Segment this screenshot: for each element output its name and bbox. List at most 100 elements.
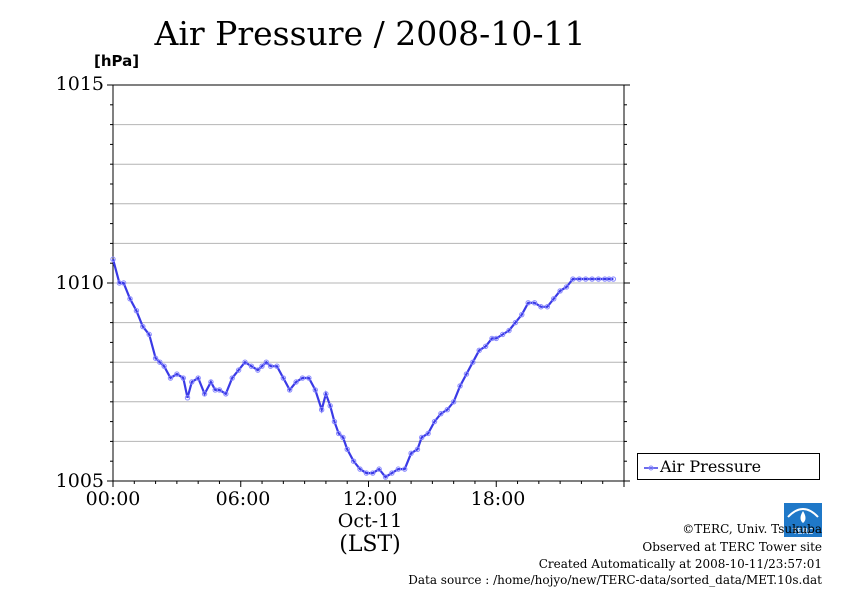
data-point	[425, 430, 431, 437]
data-point	[208, 379, 214, 385]
footer-created: Created Automatically at 2008-10-11/23:5…	[538, 557, 822, 571]
y-tick-label: 1010	[55, 272, 104, 294]
x-tick-label: 12:00	[342, 488, 398, 510]
data-point	[576, 276, 582, 282]
data-point	[140, 323, 146, 330]
data-point	[582, 276, 589, 282]
x-tick-label: 00:00	[85, 488, 141, 510]
x-date-label: Oct-11	[337, 510, 403, 532]
data-point	[493, 335, 499, 342]
data-point	[538, 304, 544, 310]
data-point	[306, 375, 312, 381]
data-point	[519, 311, 525, 318]
data-point	[482, 343, 489, 350]
data-point	[293, 379, 299, 385]
data-point	[344, 446, 350, 453]
data-point	[512, 319, 519, 326]
data-point	[152, 355, 159, 361]
data-point	[127, 296, 133, 302]
data-point	[401, 466, 408, 472]
data-point	[287, 387, 293, 393]
data-point	[595, 276, 602, 282]
data-point	[357, 466, 363, 472]
data-point	[431, 418, 438, 425]
data-point	[370, 470, 376, 476]
data-point	[299, 375, 306, 381]
data-point	[563, 284, 570, 290]
data-point	[259, 363, 265, 369]
terc-logo-icon: TERC	[784, 503, 822, 537]
data-point	[229, 375, 235, 381]
data-point	[610, 276, 617, 282]
data-point	[120, 280, 127, 286]
data-point	[376, 466, 382, 472]
chart-title: Air Pressure / 2008-10-11	[154, 14, 586, 53]
data-point	[157, 359, 163, 365]
data-point	[274, 363, 280, 369]
data-point	[389, 470, 395, 476]
data-point	[184, 395, 191, 401]
data-point	[174, 371, 180, 377]
data-point	[363, 470, 370, 476]
data-point	[382, 474, 389, 480]
data-point	[110, 256, 116, 262]
data-point	[189, 379, 195, 385]
data-point	[350, 458, 357, 464]
data-point	[589, 276, 595, 282]
data-point	[161, 363, 167, 369]
data-point	[499, 331, 506, 338]
data-point	[327, 403, 333, 409]
data-point	[450, 399, 457, 405]
data-point	[195, 375, 201, 381]
data-point	[531, 300, 538, 306]
x-axis-unit: (LST)	[339, 532, 401, 557]
data-point	[476, 347, 482, 354]
data-point	[419, 434, 425, 441]
y-tick-label: 1015	[55, 73, 104, 95]
data-point	[133, 308, 140, 314]
footer-source: Data source : /home/hojyo/new/TERC-data/…	[408, 573, 822, 587]
data-point	[570, 276, 576, 282]
data-point	[323, 391, 329, 397]
data-point	[242, 359, 248, 365]
data-point	[248, 363, 255, 369]
y-tick-label: 1005	[55, 470, 104, 492]
data-point	[201, 391, 208, 397]
data-point	[235, 367, 242, 373]
data-point	[395, 466, 402, 472]
legend-label: Air Pressure	[660, 457, 762, 476]
x-tick-label: 06:00	[215, 488, 271, 510]
footer-copyright: ©TERC, Univ. Tsukuba	[682, 522, 822, 536]
data-point	[438, 410, 444, 417]
x-tick-label: 18:00	[470, 488, 526, 510]
legend: Air Pressure	[637, 453, 820, 480]
data-point	[280, 375, 287, 381]
data-point	[557, 288, 563, 294]
data-point	[525, 300, 531, 306]
data-point	[544, 304, 551, 310]
data-point	[216, 387, 223, 393]
data-point	[457, 383, 463, 389]
data-point	[167, 375, 174, 381]
data-point	[318, 407, 325, 413]
data-point	[263, 359, 269, 365]
data-point	[335, 430, 342, 437]
data-point	[463, 371, 470, 377]
footer-observed: Observed at TERC Tower site	[642, 540, 822, 554]
data-point	[312, 387, 318, 393]
data-point	[408, 450, 414, 456]
data-point	[506, 327, 512, 334]
data-point	[180, 375, 186, 381]
data-point	[223, 391, 229, 397]
data-point	[551, 296, 557, 302]
y-unit-label: [hPa]	[94, 52, 140, 70]
data-point	[470, 359, 476, 365]
data-point	[255, 367, 261, 373]
legend-line-icon	[644, 465, 658, 471]
data-point	[146, 331, 152, 338]
data-point	[414, 446, 421, 453]
series-line	[111, 258, 614, 479]
data-point	[331, 418, 338, 425]
data-point	[267, 363, 274, 369]
